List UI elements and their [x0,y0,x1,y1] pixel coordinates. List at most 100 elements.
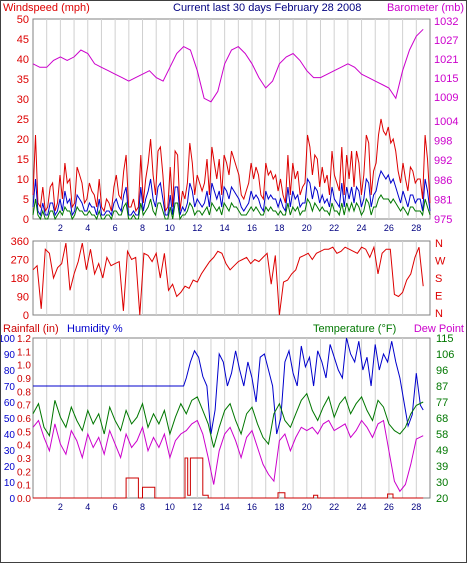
barometer-tick-label: 981 [434,194,452,206]
humidity-tick-label: 30 [4,446,16,457]
temperature-line [32,392,424,448]
humidity-tick-label: 50 [4,414,16,425]
temp-humidity-series [32,337,424,499]
temp-humidity-x-ticks: 2 4 6 8 10 12 14 16 18 20 22 24 26 28 [58,502,421,512]
barometer-tick-label: 998 [434,136,452,148]
temp-humidity-plot-area [32,337,431,499]
compass-point-label: N [435,238,443,250]
day-tick-label: 12 [192,502,202,512]
compass-point-label: N [435,308,443,320]
wind-direction-grid [46,241,417,315]
humidity-tick-label: 100 [1,334,15,345]
temperature-tick-label: 39 [436,461,448,473]
windspeed-tick-label: 20 [17,134,29,146]
day-tick-label: 6 [113,502,118,512]
day-tick-label: 8 [140,223,145,233]
rainfall-tick-label: 0.4 [17,441,31,452]
day-tick-label: 20 [302,502,312,512]
rainfall-tick-label: 0.5 [17,427,31,438]
day-tick-label: 28 [411,502,421,512]
day-tick-label: 2 [58,223,63,233]
humidity-tick-label: 0 [9,494,15,505]
windspeed-tick-label: 35 [17,74,29,86]
wind-minimum-line [32,194,431,221]
wind-direction-line [32,242,424,316]
barometer-tick-label: 1027 [434,35,458,47]
humidity-tick-label: 20 [4,462,16,473]
degree-tick-label: 180 [11,273,29,285]
day-tick-label: 4 [85,223,90,233]
rainfall-tick-label: 1.2 [17,334,31,345]
windspeed-axis-ticks: 0 5 10 15 20 25 30 35 40 45 50 [17,14,29,226]
humidity-tick-label: 70 [4,382,16,393]
barometer-axis-label: Barometer (mb) [387,2,464,14]
rainfall-tick-label: 0.3 [17,454,31,465]
day-tick-label: 28 [411,223,421,233]
windspeed-tick-label: 45 [17,34,29,46]
temperature-tick-label: 30 [436,477,448,489]
temperature-tick-label: 87 [436,381,448,393]
rainfall-axis-ticks: 0.0 0.1 0.2 0.3 0.4 0.5 0.6 0.7 0.8 0.9 1.0 1.1 1.2 [17,334,31,505]
humidity-tick-label: 40 [4,430,16,441]
day-tick-label: 22 [329,223,339,233]
rainfall-axis-label: Rainfall (in) [3,323,59,335]
wind-average-line [32,169,431,217]
windspeed-tick-label: 40 [17,54,29,66]
compass-point-label: E [435,291,442,303]
barometer-tick-label: 1032 [434,16,458,28]
compass-point-label: W [435,256,446,268]
windspeed-tick-label: 25 [17,114,29,126]
humidity-tick-label: 80 [4,366,16,377]
wind-barometer-x-ticks: 2 4 6 8 10 12 14 16 18 20 22 24 26 28 [58,223,421,233]
barometer-tick-label: 1009 [434,92,458,104]
rainfall-line [33,457,424,499]
day-tick-label: 16 [247,223,257,233]
day-tick-label: 14 [220,223,230,233]
rainfall-tick-label: 0.7 [17,401,31,412]
day-tick-label: 10 [165,502,175,512]
rainfall-tick-label: 0.8 [17,387,31,398]
barometer-tick-label: 1004 [434,116,458,128]
temperature-tick-label: 49 [436,445,448,457]
day-tick-label: 2 [58,502,63,512]
wind-barometer-grid [46,19,417,219]
barometer-tick-label: 986 [434,175,452,187]
rainfall-tick-label: 0.6 [17,414,31,425]
windspeed-tick-label: 0 [23,214,29,226]
barometer-tick-label: 1021 [434,54,458,66]
day-tick-label: 26 [384,223,394,233]
humidity-tick-label: 60 [4,398,16,409]
day-tick-label: 10 [165,223,175,233]
temperature-axis-label: Temperature (°F) [313,323,396,335]
day-tick-label: 16 [247,502,257,512]
day-tick-label: 20 [302,223,312,233]
rainfall-tick-label: 1.1 [17,347,31,358]
temperature-tick-label: 68 [436,413,448,425]
barometer-tick-label: 992 [434,155,452,167]
rainfall-tick-label: 0.1 [17,481,31,492]
day-tick-label: 18 [274,223,284,233]
wind-barometer-series [32,28,431,221]
day-tick-label: 6 [113,223,118,233]
windspeed-tick-label: 30 [17,94,29,106]
humidity-axis-ticks: 0 10 20 30 40 50 60 70 80 90 100 [0,334,16,505]
barometer-tick-label: 1015 [434,73,458,85]
wind-gust-line [32,118,431,213]
rainfall-tick-label: 1.0 [17,361,31,372]
rainfall-tick-label: 0.2 [17,467,31,478]
humidity-axis-label: Humidity % [67,323,123,335]
humidity-line [33,337,424,435]
compass-point-label: S [435,273,442,285]
day-tick-label: 12 [192,223,202,233]
temperature-tick-label: 20 [436,493,448,505]
degree-tick-label: 0 [23,310,29,322]
temperature-tick-label: 77 [436,397,448,409]
temperature-axis-ticks: 20 30 39 49 58 68 77 87 96 106 115 [436,333,454,505]
windspeed-tick-label: 15 [17,154,29,166]
windspeed-tick-label: 10 [17,174,29,186]
